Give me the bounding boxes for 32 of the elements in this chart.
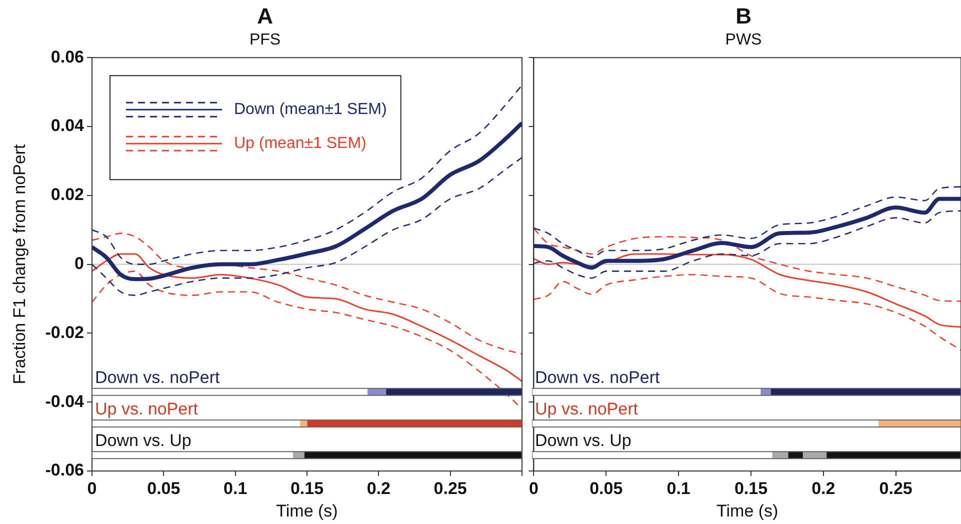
x-tick-label: 0.25 [879,478,912,498]
y-tick-label: Up vs. noPert [95,400,198,418]
x-tick-label: 0.15 [290,478,324,498]
chart-subtitle: PFS [249,31,281,48]
chart-title: A [257,3,274,28]
x-tick-label: 0.2 [366,478,390,498]
chart-subtitle: PWS [725,31,762,48]
y-tick-label: Down vs. Up [535,431,632,450]
y-tick-label: Up vs. noPert [535,400,638,418]
y-tick-label: -0.06 [45,460,84,480]
x-tick-label: 0.1 [666,478,690,498]
x-tick-label: 0.05 [147,478,180,498]
x-axis-title: Time (s) [716,501,778,520]
y-tick-label: -0.02 [45,322,84,342]
x-tick-label: 0.15 [734,478,768,498]
chart-title: B [736,3,752,28]
y-tick-label: -0.04 [45,392,85,411]
y-tick-label: 0 [74,254,84,273]
text: Down (mean±1 SEM) [234,101,387,118]
y-tick-label: Down vs. noPert [95,368,220,387]
y-tick-label: 0.06 [50,47,84,66]
y-tick-label: 0.02 [50,185,84,204]
y-tick-label: 0.04 [50,116,85,136]
x-axis-title: Time (s) [276,501,338,520]
x-tick-label: 0.2 [812,478,836,498]
y-axis-title: Fraction F1 change from noPert [10,144,29,384]
y-tick-label: Down vs. noPert [535,368,660,387]
y-tick-label: Down vs. Up [95,431,192,450]
x-tick-label: 0.1 [224,478,248,498]
text: Up (mean±1 SEM) [234,135,366,152]
x-tick-label: 0.05 [590,478,623,498]
x-tick-label: 0.25 [434,478,467,498]
